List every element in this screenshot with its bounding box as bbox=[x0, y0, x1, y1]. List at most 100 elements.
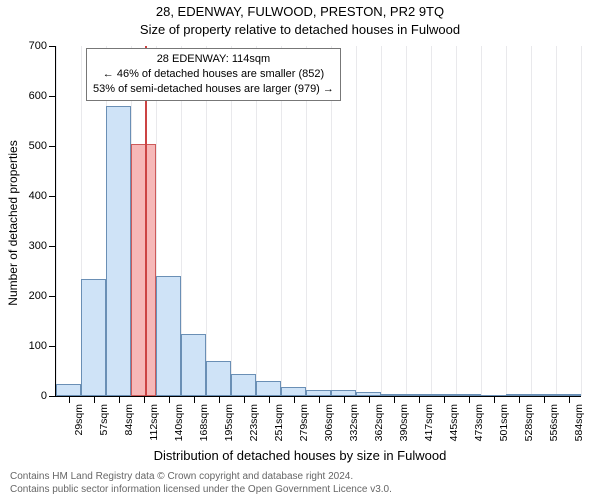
histogram-bar bbox=[231, 374, 256, 397]
x-tick-label: 528sqm bbox=[523, 404, 535, 441]
x-tick bbox=[494, 397, 495, 403]
x-tick-label: 279sqm bbox=[298, 404, 310, 441]
x-tick-label: 140sqm bbox=[173, 404, 185, 441]
histogram-bar bbox=[331, 390, 356, 396]
histogram-bar bbox=[506, 394, 531, 396]
x-tick bbox=[369, 397, 370, 403]
x-tick-label: 57sqm bbox=[98, 404, 110, 436]
x-tick-label: 306sqm bbox=[323, 404, 335, 441]
x-tick bbox=[269, 397, 270, 403]
x-tick-label: 473sqm bbox=[473, 404, 485, 441]
annotation-box: 28 EDENWAY: 114sqm ← 46% of detached hou… bbox=[86, 48, 341, 101]
y-tick-label: 200 bbox=[29, 290, 47, 302]
histogram-bar bbox=[81, 279, 106, 397]
gridline bbox=[481, 46, 482, 396]
y-tick-label: 0 bbox=[41, 390, 47, 402]
x-tick-label: 223sqm bbox=[248, 404, 260, 441]
y-tick-label: 600 bbox=[29, 90, 47, 102]
x-tick bbox=[294, 397, 295, 403]
y-tick bbox=[49, 96, 55, 97]
x-tick bbox=[319, 397, 320, 403]
x-tick-label: 584sqm bbox=[573, 404, 585, 441]
gridline bbox=[56, 46, 57, 396]
x-tick bbox=[194, 397, 195, 403]
gridline bbox=[531, 46, 532, 396]
histogram-bar-highlight bbox=[131, 144, 156, 397]
x-tick bbox=[394, 397, 395, 403]
x-tick bbox=[144, 397, 145, 403]
attribution-line-2: Contains public sector information licen… bbox=[10, 484, 590, 497]
y-tick-label: 500 bbox=[29, 140, 47, 152]
attribution: Contains HM Land Registry data © Crown c… bbox=[10, 471, 590, 496]
histogram-bar bbox=[556, 394, 581, 396]
annotation-line-3: 53% of semi-detached houses are larger (… bbox=[93, 82, 334, 97]
annotation-line-1: 28 EDENWAY: 114sqm bbox=[93, 52, 334, 67]
histogram-bar bbox=[56, 384, 81, 397]
histogram-bar bbox=[531, 394, 556, 396]
y-tick bbox=[49, 396, 55, 397]
histogram-bar bbox=[206, 361, 231, 396]
histogram-bar bbox=[281, 387, 306, 396]
gridline bbox=[406, 46, 407, 396]
chart-subtitle: Size of property relative to detached ho… bbox=[0, 22, 600, 37]
y-tick-label: 300 bbox=[29, 240, 47, 252]
x-tick bbox=[544, 397, 545, 403]
x-tick bbox=[169, 397, 170, 403]
x-tick-label: 251sqm bbox=[273, 404, 285, 441]
histogram-bar bbox=[256, 381, 281, 396]
y-tick bbox=[49, 296, 55, 297]
histogram-bar bbox=[431, 394, 456, 396]
x-tick-label: 332sqm bbox=[348, 404, 360, 441]
x-tick bbox=[119, 397, 120, 403]
x-tick bbox=[569, 397, 570, 403]
x-tick-label: 445sqm bbox=[448, 404, 460, 441]
page-title: 28, EDENWAY, FULWOOD, PRESTON, PR2 9TQ bbox=[0, 4, 600, 19]
x-tick-label: 112sqm bbox=[148, 404, 160, 441]
gridline bbox=[506, 46, 507, 396]
y-tick bbox=[49, 46, 55, 47]
y-tick-label: 100 bbox=[29, 340, 47, 352]
x-tick bbox=[94, 397, 95, 403]
x-tick-label: 29sqm bbox=[73, 404, 85, 436]
y-tick-label: 700 bbox=[29, 40, 47, 52]
histogram-bar bbox=[381, 394, 406, 396]
gridline bbox=[456, 46, 457, 396]
y-tick bbox=[49, 246, 55, 247]
x-tick-label: 84sqm bbox=[123, 404, 135, 436]
y-tick bbox=[49, 196, 55, 197]
x-tick bbox=[519, 397, 520, 403]
gridline bbox=[556, 46, 557, 396]
x-tick bbox=[344, 397, 345, 403]
gridline bbox=[356, 46, 357, 396]
y-tick bbox=[49, 146, 55, 147]
histogram-bar bbox=[306, 390, 331, 396]
x-tick-label: 390sqm bbox=[398, 404, 410, 441]
x-tick bbox=[219, 397, 220, 403]
gridline bbox=[581, 46, 582, 396]
x-tick-label: 195sqm bbox=[223, 404, 235, 441]
x-tick-label: 501sqm bbox=[498, 404, 510, 441]
annotation-line-2: ← 46% of detached houses are smaller (85… bbox=[93, 67, 334, 82]
histogram-bar bbox=[456, 394, 481, 396]
x-tick bbox=[244, 397, 245, 403]
x-tick-label: 362sqm bbox=[373, 404, 385, 441]
gridline bbox=[431, 46, 432, 396]
histogram-bar bbox=[156, 276, 181, 396]
histogram-bar bbox=[481, 395, 506, 396]
y-tick bbox=[49, 346, 55, 347]
histogram-bar bbox=[356, 392, 381, 396]
histogram-bar bbox=[406, 394, 431, 396]
histogram-bar bbox=[106, 106, 131, 396]
x-tick bbox=[419, 397, 420, 403]
x-tick bbox=[444, 397, 445, 403]
x-tick-label: 417sqm bbox=[423, 404, 435, 441]
y-axis-label: Number of detached properties bbox=[6, 58, 20, 223]
histogram-bar bbox=[181, 334, 206, 397]
chart-container: 28, EDENWAY, FULWOOD, PRESTON, PR2 9TQ S… bbox=[0, 0, 600, 500]
x-tick-label: 168sqm bbox=[198, 404, 210, 441]
y-tick-label: 400 bbox=[29, 190, 47, 202]
x-tick bbox=[69, 397, 70, 403]
x-tick bbox=[469, 397, 470, 403]
gridline bbox=[381, 46, 382, 396]
attribution-line-1: Contains HM Land Registry data © Crown c… bbox=[10, 471, 590, 484]
